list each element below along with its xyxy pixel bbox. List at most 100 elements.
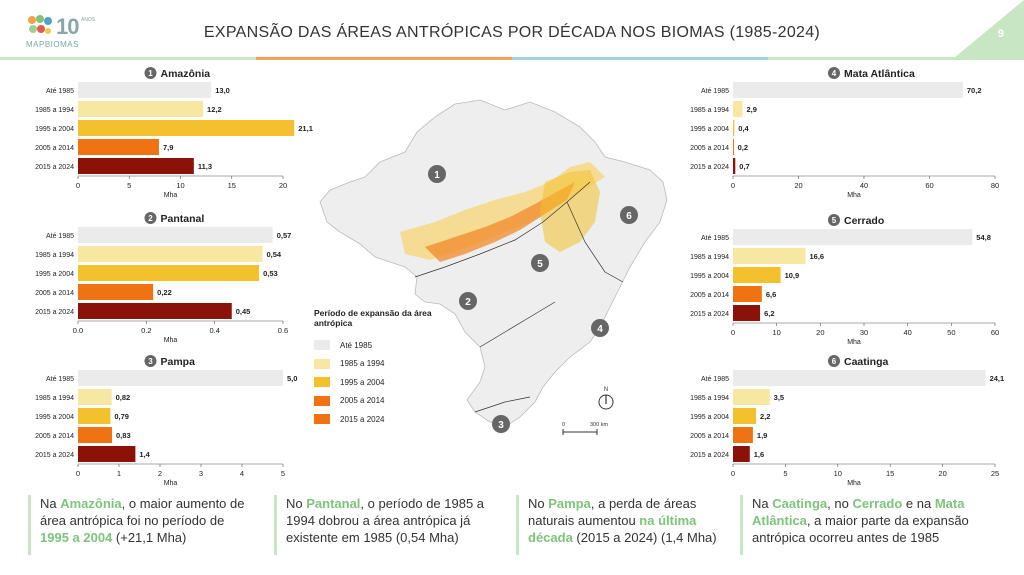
category-label: Até 1985 — [46, 233, 74, 240]
x-tick-label: 40 — [903, 328, 911, 337]
bar — [733, 248, 806, 264]
x-tick-label: 0 — [731, 469, 735, 478]
chart-title: Caatinga — [844, 356, 889, 368]
logo-anos: ANOS — [81, 17, 96, 23]
finding-text: e na — [902, 496, 935, 511]
category-label: Até 1985 — [46, 88, 74, 95]
bar — [733, 370, 986, 386]
data-label: 0,2 — [738, 143, 748, 152]
chart-pampa: 3 Pampa Até 1985 5,0 1985 a 1994 0,82 1995 a 2… — [20, 354, 360, 487]
x-axis-label: Mha — [847, 192, 861, 199]
category-label: 2015 a 2024 — [690, 311, 729, 318]
finding-text: Na — [752, 496, 773, 511]
data-label: 0,57 — [277, 231, 292, 240]
biome-marker-label: 5 — [537, 259, 543, 270]
legend-label: 1995 a 2004 — [340, 377, 385, 387]
category-label: 1995 a 2004 — [690, 126, 729, 133]
finding-amazonia: Na Amazônia, o maior aumento de área ant… — [28, 495, 246, 555]
biome-marker-4 — [591, 319, 609, 337]
bar — [733, 305, 761, 321]
legend-swatch — [314, 377, 330, 388]
data-label: 21,1 — [298, 124, 313, 133]
x-tick-label: 5 — [281, 469, 285, 478]
category-label: 1985 a 1994 — [35, 107, 74, 114]
x-axis-label: Mha — [164, 480, 178, 487]
category-label: 1985 a 1994 — [35, 395, 74, 402]
bar — [78, 427, 113, 443]
x-tick-label: 40 — [860, 181, 868, 190]
legend-label: Até 1985 — [340, 340, 373, 350]
finding-text: No — [286, 496, 307, 511]
bar — [78, 303, 232, 319]
data-label: 0,45 — [236, 307, 251, 316]
x-tick-label: 50 — [947, 328, 955, 337]
finding-text: , a maior parte da expansão antrópica oc… — [752, 513, 969, 545]
page-title: EXPANSÃO DAS ÁREAS ANTRÓPICAS POR DÉCADA… — [203, 24, 821, 41]
finding-pantanal: No Pantanal, o período de 1985 a 1994 do… — [274, 495, 492, 555]
bar — [733, 82, 963, 98]
arc-of-deforestation — [425, 182, 575, 262]
legend-item: Até 1985 — [314, 336, 444, 355]
legend-label: 2005 a 2014 — [340, 396, 385, 406]
bar — [78, 158, 194, 174]
x-tick-label: 20 — [816, 328, 824, 337]
data-label: 24,1 — [990, 374, 1005, 383]
category-label: 1985 a 1994 — [690, 254, 729, 261]
category-label: 1995 a 2004 — [35, 271, 74, 278]
chart-title: Cerrado — [844, 215, 884, 227]
chart-svg: 2 Pantanal Até 1985 0,57 1985 a 1994 0,54 1995… — [35, 212, 292, 344]
data-label: 0,7 — [739, 162, 749, 171]
highlight-text: Cerrado — [852, 496, 903, 511]
category-label: 1985 a 1994 — [35, 252, 74, 259]
color-bar — [0, 57, 1024, 60]
bar — [78, 265, 260, 281]
data-label: 0,53 — [263, 269, 278, 278]
finding-caatinga-cerrado-mata: Na Caatinga, no Cerrado e na Mata Atlânt… — [740, 495, 1010, 555]
x-tick-label: 10 — [176, 181, 184, 190]
finding-text: (+21,1 Mha) — [112, 530, 187, 545]
category-label: 2005 a 2014 — [690, 433, 729, 440]
data-label: 5,0 — [287, 374, 297, 383]
data-label: 16,6 — [809, 252, 824, 261]
data-label: 6,2 — [764, 309, 774, 318]
x-tick-label: 30 — [860, 328, 868, 337]
data-label: 0,22 — [157, 288, 172, 297]
category-label: 1995 a 2004 — [690, 414, 729, 421]
x-tick-label: 3 — [199, 469, 203, 478]
biome-marker-label: 6 — [626, 211, 632, 222]
finding-text: Na — [40, 496, 61, 511]
x-tick-label: 1 — [117, 469, 121, 478]
key-findings: Na Amazônia, o maior aumento de área ant… — [28, 495, 1008, 555]
x-tick-label: 4 — [240, 469, 244, 478]
color-bar-segment — [0, 57, 256, 60]
logo-text: MAPBIOMAS — [26, 40, 79, 49]
bar — [733, 158, 736, 174]
chart-number: 1 — [148, 69, 153, 78]
bar — [733, 229, 973, 245]
data-label: 1,6 — [754, 450, 764, 459]
biome-marker-label: 1 — [434, 170, 440, 181]
bar — [733, 408, 757, 424]
data-label: 1,9 — [757, 431, 767, 440]
chart-title: Pantanal — [161, 213, 205, 225]
chart-svg: 4 Mata Atlântica Até 1985 70,2 1985 a 1994 2,… — [690, 67, 999, 199]
x-tick-label: 0.2 — [141, 326, 151, 335]
chart-title: Amazônia — [161, 68, 211, 80]
x-tick-label: 20 — [938, 469, 946, 478]
chart-mata-atlantica: 4 Mata Atlântica Até 1985 70,2 1985 a 1994 2,… — [675, 66, 1015, 199]
chart-number: 5 — [832, 216, 837, 225]
logo-mark-icon — [28, 15, 52, 34]
bar — [733, 120, 735, 136]
biome-marker-6 — [620, 206, 638, 224]
biome-borders — [414, 181, 624, 413]
scale-label-300: 300 km — [590, 422, 608, 428]
page-corner — [954, 0, 1024, 58]
finding-text: , no — [827, 496, 853, 511]
bar — [78, 82, 212, 98]
x-tick-label: 10 — [834, 469, 842, 478]
chart-caatinga: 6 Caatinga Até 1985 24,1 1985 a 1994 3,5 1995 … — [675, 354, 1015, 487]
data-label: 10,9 — [785, 271, 800, 280]
data-label: 7,9 — [163, 143, 173, 152]
category-label: 1985 a 1994 — [690, 395, 729, 402]
x-tick-label: 5 — [783, 469, 787, 478]
